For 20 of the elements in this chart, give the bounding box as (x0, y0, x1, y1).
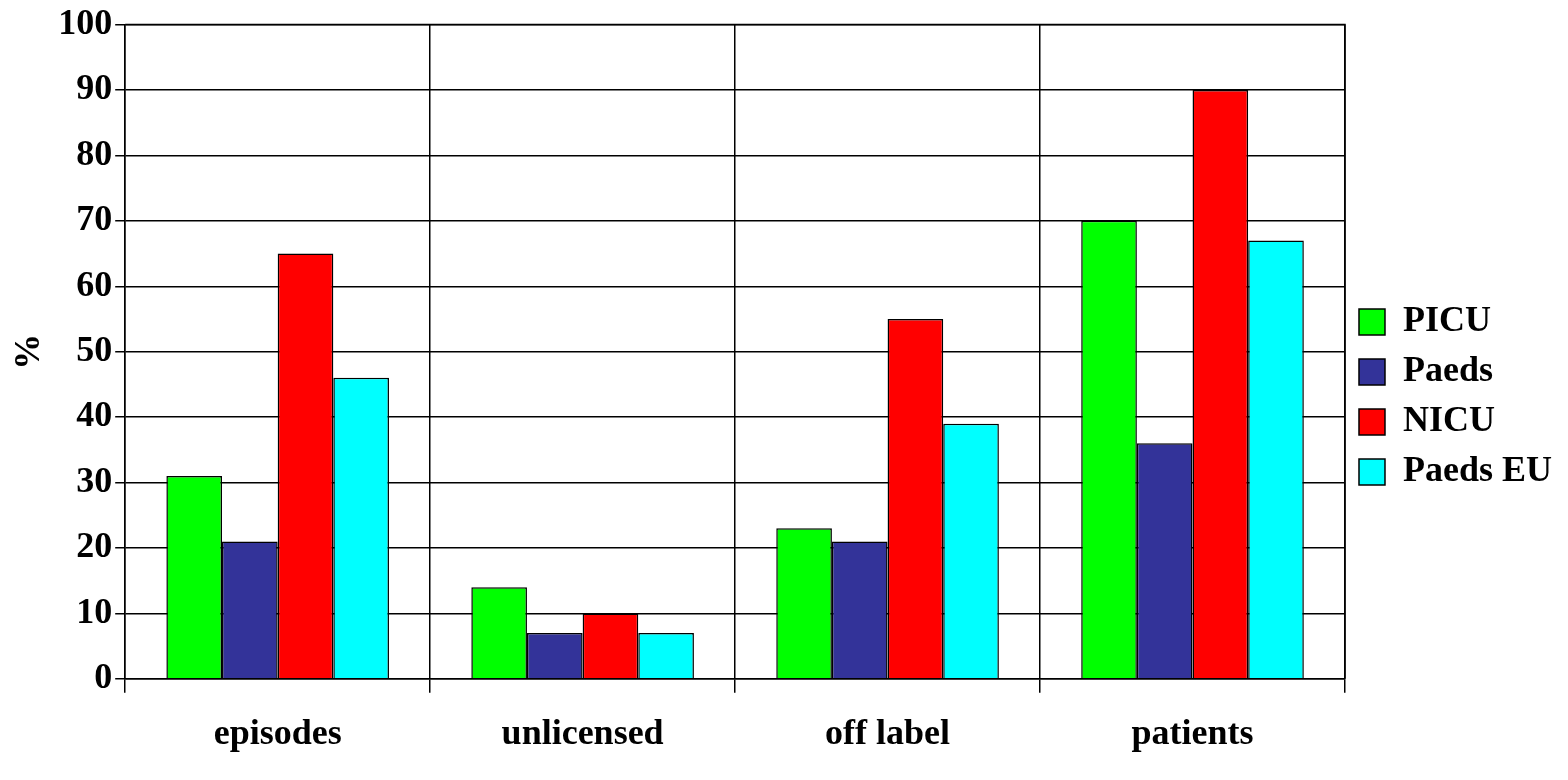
y-tick-label: 60 (76, 263, 113, 304)
y-tick-label: 70 (76, 198, 113, 239)
x-tick-label: episodes (213, 711, 342, 752)
y-tick-label: 20 (76, 525, 113, 566)
legend-label: Paeds (1402, 349, 1493, 390)
y-tick-label: 90 (76, 67, 113, 108)
y-tick-label: 100 (58, 1, 113, 42)
y-tick-label: 50 (76, 329, 113, 369)
y-tick-label: 40 (76, 394, 113, 435)
x-tick-label: off label (825, 711, 951, 752)
legend-label: NICU (1402, 399, 1496, 440)
x-tick-label: patients (1131, 711, 1254, 752)
x-tick-label: unlicensed (501, 711, 664, 752)
y-tick-label: 0 (94, 656, 113, 697)
legend-label: PICU (1402, 299, 1491, 340)
y-axis-title: % (6, 333, 47, 370)
y-tick-label: 10 (76, 590, 113, 631)
y-tick-label: 30 (76, 459, 113, 500)
legend-label: Paeds EU (1402, 449, 1553, 490)
y-tick-label: 80 (76, 132, 113, 173)
